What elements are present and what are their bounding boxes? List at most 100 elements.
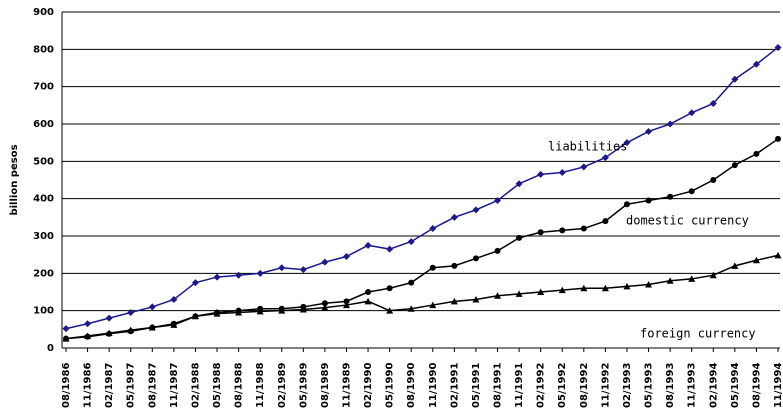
x-tick-label: 08/1990 bbox=[406, 363, 417, 408]
marker bbox=[84, 332, 92, 340]
marker bbox=[407, 238, 415, 246]
x-tick-label: 08/1988 bbox=[234, 363, 245, 408]
marker bbox=[688, 109, 696, 117]
marker bbox=[148, 303, 156, 311]
x-tick-label: 02/1989 bbox=[277, 363, 288, 408]
marker bbox=[299, 266, 307, 274]
marker bbox=[191, 312, 199, 320]
marker bbox=[451, 262, 458, 269]
marker bbox=[537, 288, 545, 295]
marker bbox=[688, 188, 695, 195]
marker bbox=[494, 197, 502, 205]
y-tick-label: 600 bbox=[33, 119, 54, 130]
series-line bbox=[65, 138, 779, 340]
x-tick-label: 05/1993 bbox=[644, 363, 655, 408]
marker bbox=[623, 139, 631, 147]
marker bbox=[278, 264, 286, 272]
y-axis-label: billion pesos bbox=[9, 144, 20, 215]
marker bbox=[299, 306, 307, 313]
marker bbox=[407, 305, 415, 312]
marker bbox=[558, 286, 566, 294]
y-tick-label: 100 bbox=[33, 306, 54, 317]
x-tick-label: 11/1992 bbox=[600, 363, 611, 408]
marker bbox=[235, 309, 243, 316]
marker bbox=[148, 323, 156, 331]
marker bbox=[127, 326, 135, 334]
x-tick-label: 05/1992 bbox=[557, 363, 568, 408]
series-label: liabilities bbox=[548, 140, 627, 154]
x-tick-label: 05/1989 bbox=[298, 363, 309, 408]
marker bbox=[645, 127, 653, 135]
x-tick-label: 02/1988 bbox=[190, 363, 201, 408]
marker bbox=[472, 255, 479, 262]
series-label: domestic currency bbox=[626, 214, 749, 228]
marker bbox=[666, 120, 674, 128]
marker bbox=[364, 297, 372, 305]
series-line bbox=[65, 254, 779, 340]
marker bbox=[429, 301, 437, 309]
marker bbox=[472, 295, 480, 303]
x-tick-label: 11/1988 bbox=[255, 363, 266, 408]
marker bbox=[580, 225, 587, 232]
x-tick-label: 08/1993 bbox=[665, 363, 676, 408]
marker bbox=[601, 284, 609, 292]
marker bbox=[731, 162, 738, 169]
marker bbox=[191, 279, 199, 287]
marker bbox=[515, 290, 523, 297]
marker bbox=[709, 271, 717, 279]
marker bbox=[213, 273, 221, 281]
marker bbox=[343, 298, 350, 305]
marker bbox=[321, 258, 329, 266]
x-tick-label: 08/1991 bbox=[493, 363, 504, 408]
x-tick-label: 05/1988 bbox=[212, 363, 223, 408]
marker bbox=[667, 193, 674, 200]
marker bbox=[494, 292, 502, 299]
marker bbox=[408, 279, 415, 286]
marker bbox=[494, 247, 501, 254]
marker bbox=[775, 135, 781, 142]
marker bbox=[342, 301, 350, 309]
marker bbox=[321, 300, 328, 307]
x-tick-label: 08/1987 bbox=[147, 363, 158, 408]
x-tick-label: 11/1987 bbox=[169, 363, 180, 408]
marker bbox=[321, 304, 329, 311]
x-tick-label: 11/1989 bbox=[341, 363, 352, 408]
marker bbox=[62, 335, 70, 342]
marker bbox=[105, 314, 113, 322]
y-tick-label: 900 bbox=[33, 7, 54, 18]
marker bbox=[516, 234, 523, 241]
x-tick-label: 11/1990 bbox=[428, 363, 439, 408]
marker bbox=[429, 225, 437, 233]
marker bbox=[601, 154, 609, 162]
x-tick-label: 02/1994 bbox=[708, 363, 719, 408]
marker bbox=[450, 213, 458, 221]
marker bbox=[515, 180, 523, 188]
x-tick-label: 08/1994 bbox=[751, 363, 762, 408]
marker bbox=[386, 307, 394, 314]
x-tick-label: 02/1990 bbox=[363, 363, 374, 408]
x-tick-label: 08/1992 bbox=[579, 363, 590, 408]
marker bbox=[386, 285, 393, 292]
x-tick-label: 05/1990 bbox=[385, 363, 396, 408]
marker bbox=[429, 264, 436, 271]
marker bbox=[278, 307, 286, 314]
marker bbox=[558, 169, 566, 177]
marker bbox=[774, 43, 782, 51]
marker bbox=[602, 218, 609, 225]
marker bbox=[472, 206, 480, 214]
marker bbox=[105, 329, 113, 337]
marker bbox=[753, 150, 760, 157]
marker bbox=[235, 271, 243, 279]
marker bbox=[709, 99, 717, 107]
marker bbox=[342, 253, 350, 261]
marker bbox=[365, 289, 372, 295]
marker bbox=[213, 310, 221, 317]
marker bbox=[170, 321, 178, 328]
x-tick-label: 02/1992 bbox=[536, 363, 547, 408]
marker bbox=[774, 251, 782, 259]
marker bbox=[645, 197, 652, 204]
marker bbox=[666, 277, 674, 284]
x-tick-label: 02/1991 bbox=[449, 363, 460, 408]
x-tick-label: 08/1989 bbox=[320, 363, 331, 408]
x-tick-label: 11/1994 bbox=[773, 363, 783, 408]
